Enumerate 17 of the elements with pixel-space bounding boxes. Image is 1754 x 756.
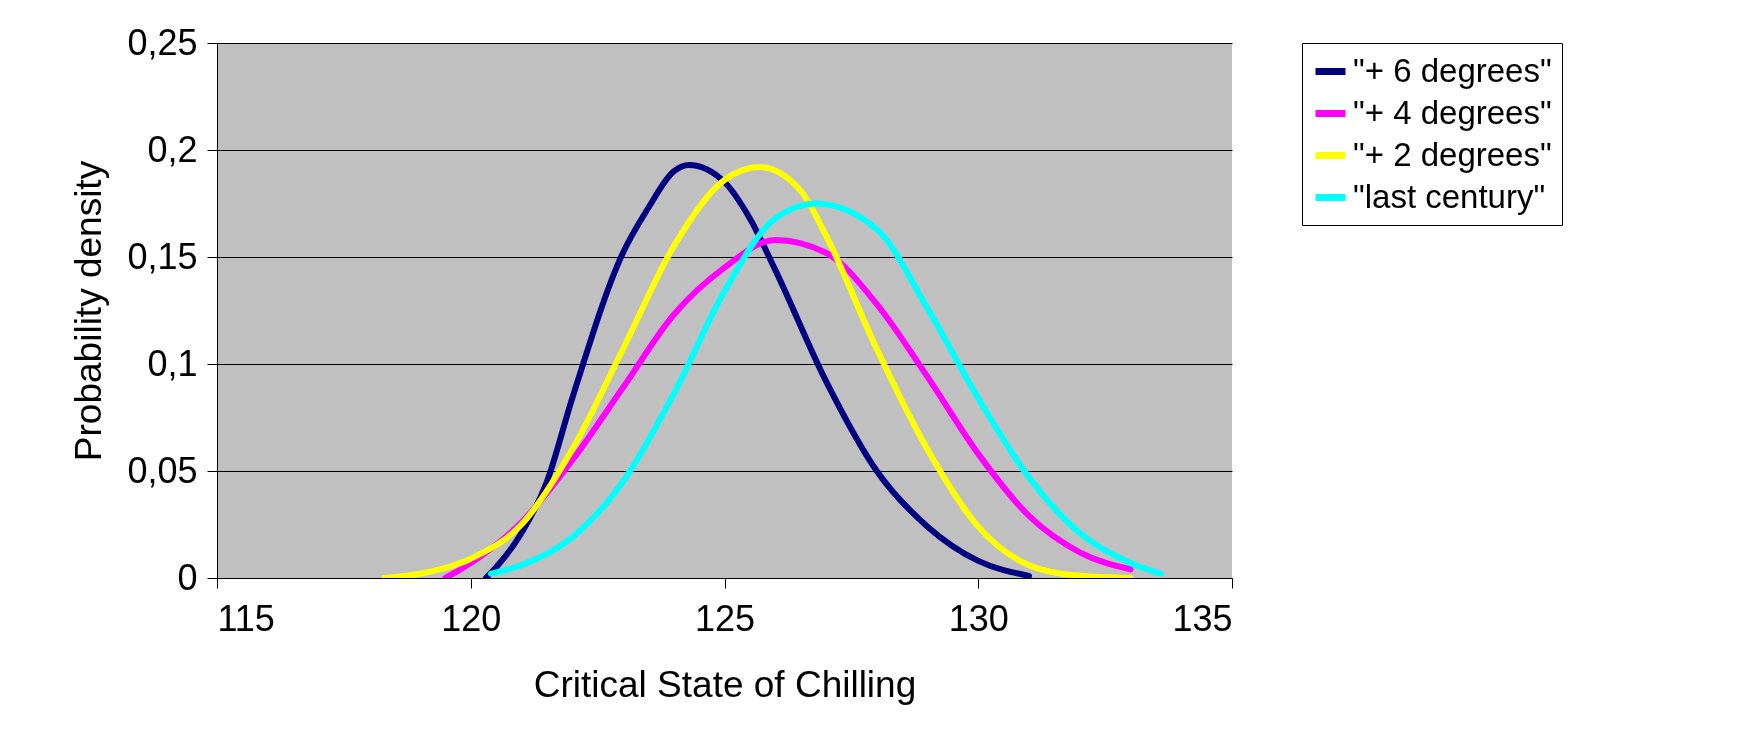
y-tick-label: 0,15: [127, 235, 198, 277]
y-tick-label: 0,2: [147, 128, 198, 170]
x-tick-label: 125: [694, 597, 756, 639]
y-tick-label: 0,25: [127, 21, 198, 63]
legend-label: "+ 6 degrees": [1353, 51, 1552, 89]
x-tick-label: 130: [948, 597, 1009, 639]
y-tick-label: 0,1: [147, 342, 198, 384]
y-tick-label: 0,05: [127, 449, 198, 491]
x-tick-label: 120: [441, 597, 502, 639]
legend-label: "+ 4 degrees": [1353, 93, 1552, 131]
x-tick-label: 135: [1172, 597, 1233, 639]
legend-label: "+ 2 degrees": [1353, 135, 1552, 173]
y-axis-title: Probability density: [68, 160, 110, 462]
x-axis-title: Critical State of Chilling: [533, 663, 917, 705]
x-tick-label: 115: [217, 597, 275, 639]
legend-label: "last century": [1353, 177, 1546, 215]
y-tick-label: 0: [177, 556, 198, 598]
